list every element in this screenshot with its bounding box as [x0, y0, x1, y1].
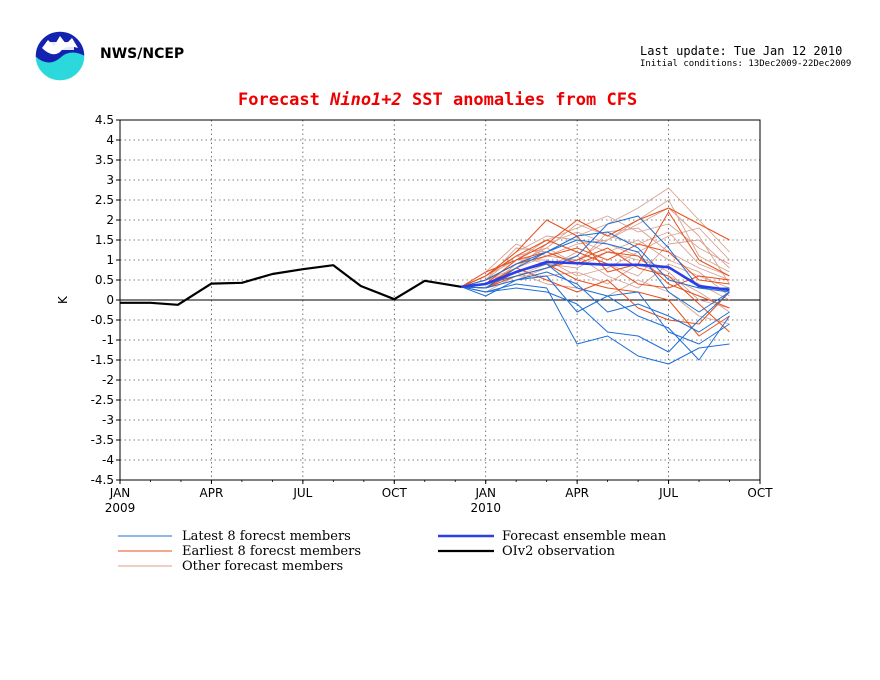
- y-tick-label: -1: [102, 333, 114, 347]
- latest-member-line: [461, 231, 730, 289]
- y-tick-label: -2: [102, 373, 114, 387]
- latest-member-line: [461, 271, 730, 333]
- y-tick-label: 0: [106, 293, 114, 307]
- y-tick-label: 1.5: [95, 233, 114, 247]
- legend-label-earliest: Earliest 8 forecst members: [182, 544, 361, 559]
- y-tick-label: -0.5: [91, 313, 114, 327]
- latest-member-line: [461, 215, 730, 293]
- last-update: Last update: Tue Jan 12 2010: [640, 44, 843, 58]
- latest-member-line: [461, 275, 730, 361]
- chart-title-prefix: Forecast: [238, 90, 331, 110]
- plot-frame: [116, 119, 761, 484]
- observation-line: [120, 264, 462, 306]
- y-tick-label: 1: [106, 253, 114, 267]
- y-tick-label: -3: [102, 413, 114, 427]
- y-tick-label: -3.5: [91, 433, 114, 447]
- y-tick-label: 3: [106, 173, 114, 187]
- latest-member-line: [461, 286, 730, 353]
- other-member-line: [461, 199, 730, 288]
- y-tick-label: -4.5: [91, 473, 114, 487]
- y-axis-label: K: [56, 295, 70, 304]
- x-tick-label: JUL: [292, 486, 312, 500]
- y-tick-label: 4: [106, 133, 114, 147]
- x-tick-label: OCT: [747, 486, 773, 500]
- x-tick-label: OCT: [382, 486, 408, 500]
- x-tick-label: APR: [565, 486, 589, 500]
- y-tick-label: 4.5: [95, 113, 114, 127]
- y-tick-label: -4: [102, 453, 114, 467]
- legend-label-obs: OIv2 observation: [502, 544, 616, 559]
- x-tick-year: 2010: [470, 501, 501, 515]
- earliest-member-line: [461, 247, 730, 333]
- chart-title-region: Nino1+2: [330, 90, 402, 110]
- x-tick-year: 2009: [105, 501, 136, 515]
- chart-title: Forecast Nino1+2 SST anomalies from CFS: [238, 90, 637, 110]
- series-group: [120, 187, 730, 365]
- x-tick-label: JUL: [658, 486, 678, 500]
- initial-conditions: Initial conditions: 13Dec2009-22Dec2009: [640, 59, 852, 69]
- legend-label-latest: Latest 8 forecst members: [182, 529, 351, 544]
- y-tick-label: 3.5: [95, 153, 114, 167]
- y-tick-label: -1.5: [91, 353, 114, 367]
- legend-label-other: Other forecast members: [182, 559, 343, 574]
- earliest-member-line: [461, 239, 730, 289]
- y-tick-label: 2.5: [95, 193, 114, 207]
- x-tick-label: JAN: [474, 486, 496, 500]
- x-tick-label: JAN: [109, 486, 131, 500]
- chart-title-suffix: SST anomalies from CFS: [401, 90, 638, 110]
- earliest-member-line: [461, 267, 730, 325]
- y-tick-label: 0.5: [95, 273, 114, 287]
- ensemble-mean-line: [461, 260, 730, 292]
- legend-label-mean: Forecast ensemble mean: [502, 529, 667, 544]
- org-name: NWS/NCEP: [100, 46, 185, 62]
- x-tick-label: APR: [200, 486, 224, 500]
- y-tick-label: -2.5: [91, 393, 114, 407]
- other-member-line: [461, 231, 730, 309]
- noaa-logo-icon: [34, 30, 86, 82]
- y-tick-label: 2: [106, 213, 114, 227]
- axis-labels: 4.5 4 3.5 3 2.5 2 1.5 1 0.5 0 -0.5 -1 -1.5 -2 -2.5 -3 -3…: [56, 113, 773, 515]
